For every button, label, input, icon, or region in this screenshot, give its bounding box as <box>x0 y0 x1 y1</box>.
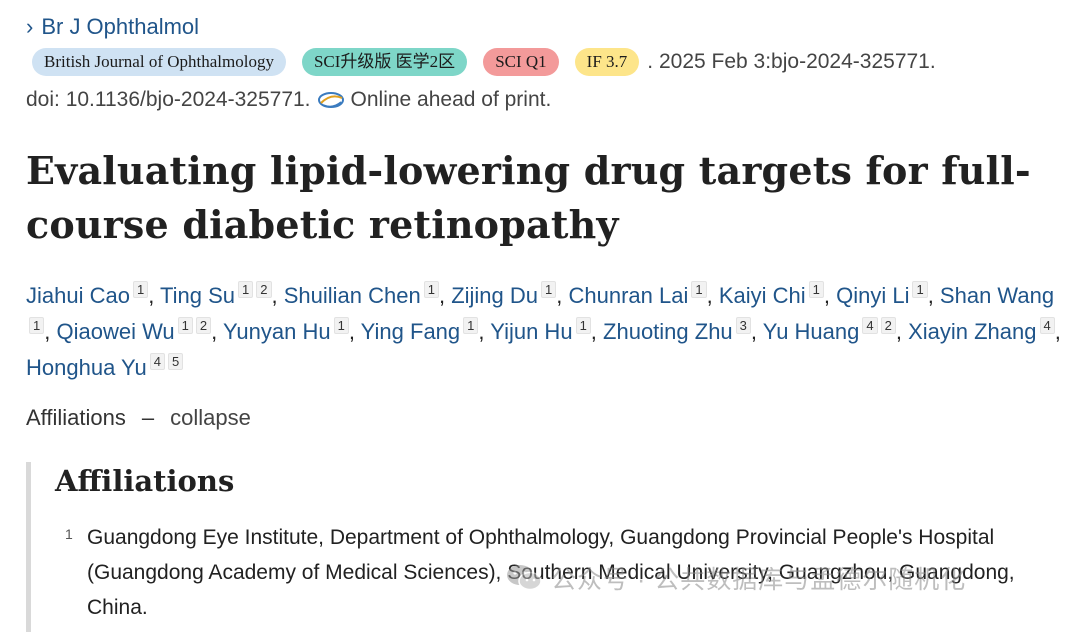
author-item: Kaiyi Chi 1 <box>718 281 824 308</box>
collapse-link[interactable]: collapse <box>170 405 251 430</box>
affiliations-heading: Affiliations <box>55 464 235 498</box>
sci-quartile-badge: SCI Q1 <box>483 48 559 76</box>
affiliation-ref[interactable]: 1 <box>541 281 557 298</box>
watermark-text: 公众号 · 公共数据库与孟德尔随机化 <box>551 566 967 594</box>
affiliations-toggle-label: Affiliations <box>26 405 126 430</box>
author-name-link[interactable]: Kaiyi Chi <box>718 283 806 308</box>
affiliation-ref[interactable]: 4 <box>862 317 878 334</box>
doi-line: doi: 10.1136/bjo-2024-325771. Online ahe… <box>26 88 551 112</box>
chevron-right-icon: › <box>26 14 34 39</box>
author-item: Shuilian Chen 1 <box>283 281 439 308</box>
affiliation-ref[interactable]: 4 <box>149 353 165 370</box>
author-item: Ting Su 1 2 <box>160 281 272 308</box>
impact-factor-badge: IF 3.7 <box>574 48 640 76</box>
affiliation-item: 1 Guangdong Eye Institute, Department of… <box>65 520 1070 625</box>
affiliation-ref[interactable]: 1 <box>132 281 149 298</box>
affiliation-ref[interactable]: 1 <box>808 281 824 298</box>
author-name-link[interactable]: Ying Fang <box>360 319 461 344</box>
affiliation-ref[interactable]: 1 <box>177 317 193 334</box>
citation-date: . 2025 Feb 3:bjo-2024-325771. <box>647 50 936 73</box>
affiliation-text: Guangdong Eye Institute, Department of O… <box>87 526 1015 619</box>
author-item: Ying Fang 1 <box>360 317 479 344</box>
author-name-link[interactable]: Shuilian Chen <box>283 283 421 308</box>
author-item: Chunran Lai 1 <box>568 281 707 308</box>
article-title: Evaluating lipid-lowering drug targets f… <box>26 148 1031 247</box>
author-name-link[interactable]: Ting Su <box>160 283 236 308</box>
sci-partition-badge: SCI升级版 医学2区 <box>301 48 468 76</box>
author-name-link[interactable]: Chunran Lai <box>568 283 689 308</box>
affiliation-ref[interactable]: 1 <box>575 317 591 334</box>
affiliations-panel: Affiliations 1 Guangdong Eye Institute, … <box>26 462 1071 632</box>
affiliations-toggle[interactable]: Affiliations – collapse <box>26 405 251 431</box>
affiliation-ref[interactable]: 4 <box>1039 317 1055 334</box>
wechat-icon <box>505 562 543 594</box>
journal-link-label: Br J Ophthalmol <box>41 14 200 39</box>
author-item: Qinyi Li 1 <box>836 281 928 308</box>
watermark: 公众号 · 公共数据库与孟德尔随机化 <box>505 560 966 596</box>
affiliation-ref[interactable]: 1 <box>691 281 707 298</box>
journal-badges: British Journal of Ophthalmology SCI升级版 … <box>32 48 936 76</box>
author-item: Shan Wang 1 <box>26 283 1054 344</box>
affiliation-ref[interactable]: 2 <box>880 317 896 334</box>
affiliation-ref[interactable]: 2 <box>256 281 272 298</box>
affiliation-ref[interactable]: 1 <box>29 317 45 334</box>
author-name-link[interactable]: Xiayin Zhang <box>908 319 1037 344</box>
publisher-swirl-icon[interactable] <box>317 89 345 111</box>
affiliation-number: 1 <box>65 526 73 542</box>
toggle-dash: – <box>141 405 155 430</box>
journal-name-badge: British Journal of Ophthalmology <box>32 48 286 76</box>
author-item: Honghua Yu 4 5 <box>26 353 184 380</box>
affiliation-ref[interactable]: 2 <box>195 317 212 334</box>
affiliation-ref[interactable]: 1 <box>238 281 254 298</box>
journal-link[interactable]: › Br J Ophthalmol <box>26 14 199 40</box>
affiliation-ref[interactable]: 1 <box>333 317 349 334</box>
author-name-link[interactable]: Jiahui Cao <box>26 283 130 308</box>
author-item: Yijun Hu 1 <box>490 317 591 344</box>
author-list: Jiahui Cao 1, Ting Su 1 2, Shuilian Chen 1, … <box>26 281 1061 380</box>
author-item: Jiahui Cao 1 <box>26 281 149 308</box>
author-item: Zhuoting Zhu 3 <box>603 317 751 344</box>
affiliation-ref[interactable]: 3 <box>735 317 751 334</box>
author-name-link[interactable]: Yu Huang <box>762 319 860 344</box>
author-name-link[interactable]: Qinyi Li <box>836 283 910 308</box>
affiliation-ref[interactable]: 1 <box>423 281 439 298</box>
author-name-link[interactable]: Shan Wang <box>939 283 1055 308</box>
online-status: Online ahead of print. <box>350 88 552 111</box>
author-name-link[interactable]: Qiaowei Wu <box>56 319 175 344</box>
doi-text: doi: 10.1136/bjo-2024-325771. <box>26 88 311 111</box>
author-name-link[interactable]: Yijun Hu <box>490 319 573 344</box>
author-item: Qiaowei Wu 1 2 <box>56 317 212 344</box>
author-item: Zijing Du 1 <box>451 281 557 308</box>
author-name-link[interactable]: Yunyan Hu <box>222 319 331 344</box>
author-item: Yunyan Hu 1 <box>222 317 349 344</box>
author-name-link[interactable]: Zhuoting Zhu <box>603 319 733 344</box>
author-item: Yu Huang 4 2 <box>762 317 896 344</box>
affiliation-ref[interactable]: 5 <box>167 353 184 370</box>
author-item: Xiayin Zhang 4 <box>908 317 1055 344</box>
author-name-link[interactable]: Zijing Du <box>451 283 538 308</box>
author-name-link[interactable]: Honghua Yu <box>26 355 147 380</box>
affiliation-ref[interactable]: 1 <box>912 281 928 298</box>
affiliation-ref[interactable]: 1 <box>463 317 479 334</box>
